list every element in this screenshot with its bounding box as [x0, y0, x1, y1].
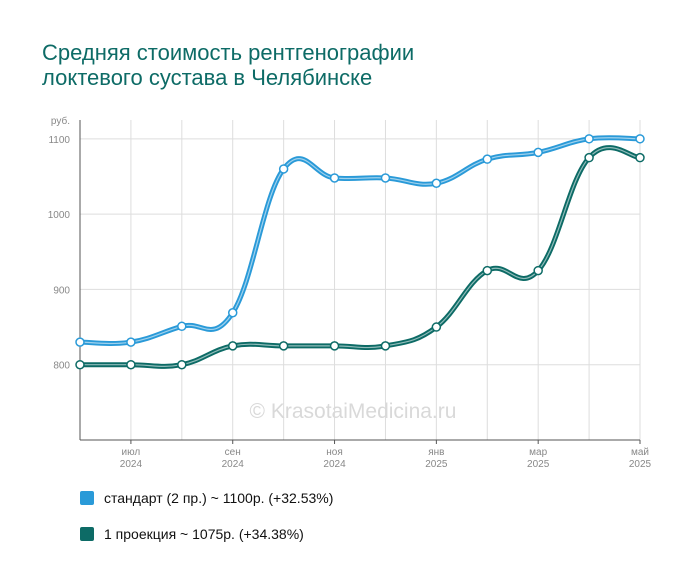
data-point-standard — [533, 147, 543, 158]
y-tick-label: 800 — [53, 361, 70, 372]
data-point-single — [329, 341, 340, 351]
legend-item-single[interactable]: 1 проекция ~ 1075р. (+34.38%) — [80, 524, 333, 544]
data-point-standard — [227, 308, 238, 318]
x-tick-label-year: 2025 — [425, 459, 448, 470]
x-tick-label-month: сен — [225, 447, 241, 458]
x-tick-label-year: 2025 — [527, 459, 550, 470]
data-point-single — [431, 322, 442, 332]
watermark: © KrasotaiMedicina.ru — [250, 400, 457, 423]
data-point-single — [227, 341, 238, 351]
data-point-single — [482, 265, 493, 276]
chart-title: Средняя стоимость рентгенографии локтево… — [42, 40, 662, 90]
x-tick-label-month: мар — [529, 447, 547, 458]
data-point-standard — [431, 178, 442, 188]
y-tick-label: 900 — [53, 285, 70, 296]
data-point-single — [177, 359, 187, 370]
x-tick-label-year: 2024 — [323, 459, 346, 470]
data-point-standard — [482, 154, 493, 164]
x-tick-label-month: май — [631, 447, 649, 458]
legend-item-standard[interactable]: стандарт (2 пр.) ~ 1100р. (+32.53%) — [80, 488, 333, 508]
x-tick-label-month: июл — [122, 447, 141, 458]
data-point-standard — [177, 321, 187, 332]
x-tick-label-year: 2024 — [222, 459, 245, 470]
data-point-standard — [329, 173, 340, 183]
legend-label-single: 1 проекция ~ 1075р. (+34.38%) — [104, 526, 304, 542]
chart-title-line-1: Средняя стоимость рентгенографии — [42, 40, 415, 65]
data-point-single — [584, 152, 594, 163]
y-tick-label: 1000 — [48, 210, 71, 221]
data-point-standard — [380, 173, 391, 183]
x-tick-label-month: ноя — [326, 447, 343, 458]
data-point-standard — [126, 337, 136, 347]
data-point-single — [635, 152, 645, 163]
legend-label-standard: стандарт (2 пр.) ~ 1100р. (+32.53%) — [104, 490, 334, 506]
data-point-single — [126, 359, 136, 370]
y-unit-label: руб. — [51, 115, 70, 127]
legend-swatch-standard — [80, 491, 94, 505]
legend-swatch-single — [80, 527, 94, 541]
data-point-single — [75, 359, 85, 370]
x-tick-label-year: 2025 — [629, 459, 652, 470]
data-point-single — [380, 341, 391, 351]
data-point-standard — [278, 164, 289, 174]
data-point-single — [533, 265, 543, 276]
x-tick-label-year: 2024 — [120, 459, 143, 470]
legend: стандарт (2 пр.) ~ 1100р. (+32.53%) 1 пр… — [80, 488, 333, 560]
data-point-standard — [635, 134, 645, 144]
x-tick-label-month: янв — [428, 447, 444, 458]
data-point-standard — [584, 134, 594, 144]
data-point-single — [278, 341, 289, 351]
y-tick-label: 1100 — [48, 135, 70, 146]
chart-title-line-2: локтевого сустава в Челябинске — [42, 65, 373, 90]
data-point-standard — [75, 337, 85, 347]
